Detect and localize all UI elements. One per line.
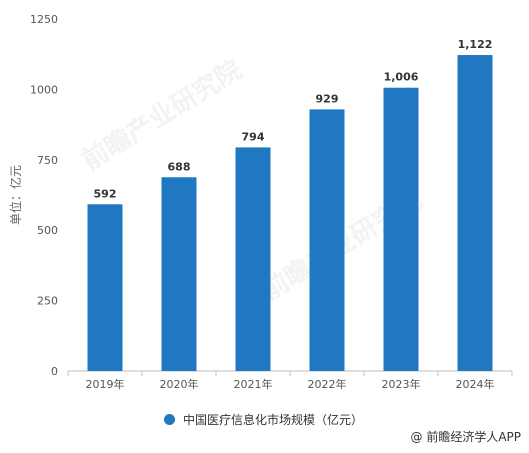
x-tick-label: 2020年: [160, 377, 199, 391]
data-label: 794: [242, 130, 265, 143]
data-label: 688: [168, 160, 191, 173]
data-label: 929: [316, 92, 339, 105]
bar: [309, 109, 345, 371]
x-tick-label: 2019年: [86, 377, 125, 391]
y-tick-label: 1250: [30, 13, 58, 26]
legend-marker: [164, 414, 175, 425]
y-tick-label: 1000: [30, 83, 58, 96]
legend-label: 中国医疗信息化市场规模（亿元）: [183, 413, 364, 427]
x-tick-label: 2024年: [456, 377, 495, 391]
x-tick-label: 2022年: [308, 377, 347, 391]
y-axis-label: 单位：亿元: [8, 165, 23, 225]
x-tick-label: 2021年: [234, 377, 273, 391]
y-tick-label: 0: [51, 365, 58, 378]
data-label: 592: [94, 187, 117, 200]
legend: 中国医疗信息化市场规模（亿元）: [164, 411, 363, 428]
y-tick-label: 750: [37, 154, 58, 167]
bar: [457, 55, 493, 371]
source-credit: @ 前瞻经济学人APP: [410, 430, 522, 444]
bar: [235, 147, 271, 371]
bar: [161, 177, 197, 371]
data-label: 1,122: [458, 38, 493, 51]
y-tick-label: 250: [37, 295, 58, 308]
bar: [87, 204, 123, 371]
bar-chart: 单位：亿元 0 250 500 750 1000 1250 592 2019年 688 2020年…: [8, 13, 513, 391]
bar: [383, 87, 419, 372]
x-tick-label: 2023年: [382, 377, 421, 391]
data-label: 1,006: [384, 71, 419, 84]
y-tick-label: 500: [37, 224, 58, 237]
